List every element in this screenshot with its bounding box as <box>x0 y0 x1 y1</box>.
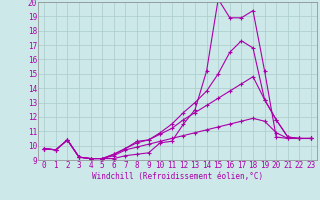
X-axis label: Windchill (Refroidissement éolien,°C): Windchill (Refroidissement éolien,°C) <box>92 172 263 181</box>
